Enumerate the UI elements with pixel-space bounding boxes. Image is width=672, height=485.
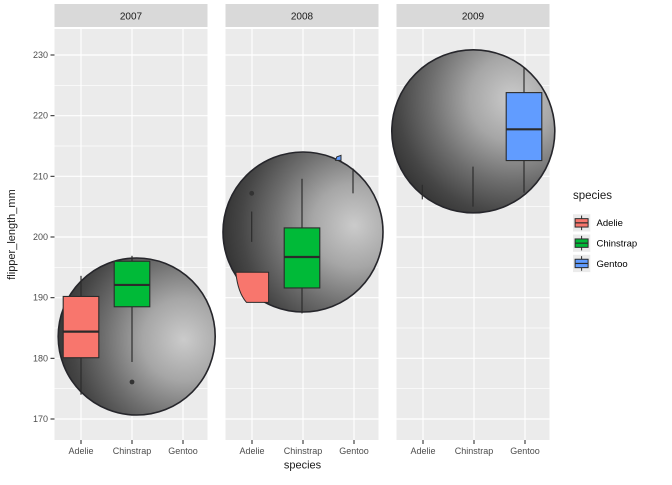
legend-title: species [573, 190, 612, 202]
facet-strip [225, 4, 379, 27]
y-axis-title: flipper_length_mm [6, 189, 18, 280]
boxplot-fragment [334, 154, 342, 161]
x-tick-label: Gentoo [510, 446, 540, 456]
x-tick-label: Adelie [68, 446, 93, 456]
facet-strip-label: 2008 [291, 12, 314, 23]
legend-label: Adelie [597, 218, 623, 229]
legend-label: Chinstrap [597, 238, 638, 249]
legend: species Adelie Chinstrap Gentoo [573, 190, 638, 273]
y-tick-label: 210 [33, 171, 48, 181]
legend-label: Gentoo [597, 259, 628, 270]
y-tick-label: 190 [33, 293, 48, 303]
facet-strip-label: 2009 [462, 12, 485, 23]
y-tick-label: 180 [33, 353, 48, 363]
x-tick-label: Gentoo [168, 446, 198, 456]
boxplot-outlier [249, 190, 255, 196]
x-tick-label: Adelie [239, 446, 264, 456]
x-tick-label: Adelie [410, 446, 435, 456]
x-tick-label: Gentoo [339, 446, 369, 456]
facet-strip [54, 4, 208, 27]
x-tick-label: Chinstrap [284, 446, 323, 456]
boxplot-box [505, 92, 543, 162]
boxplot-fragment [235, 271, 270, 303]
sphere-overlay [390, 49, 556, 214]
x-tick-label: Chinstrap [113, 446, 152, 456]
y-tick-label: 220 [33, 111, 48, 121]
facet-strip [396, 4, 550, 27]
x-axis-title: species [284, 460, 322, 472]
y-tick-label: 170 [33, 414, 48, 424]
facet-strip-label: 2007 [120, 12, 143, 23]
y-tick-label: 230 [33, 50, 48, 60]
x-tick-label: Chinstrap [455, 446, 494, 456]
boxplot-outlier [129, 379, 135, 385]
y-tick-label: 200 [33, 232, 48, 242]
boxplot-box [62, 295, 100, 359]
